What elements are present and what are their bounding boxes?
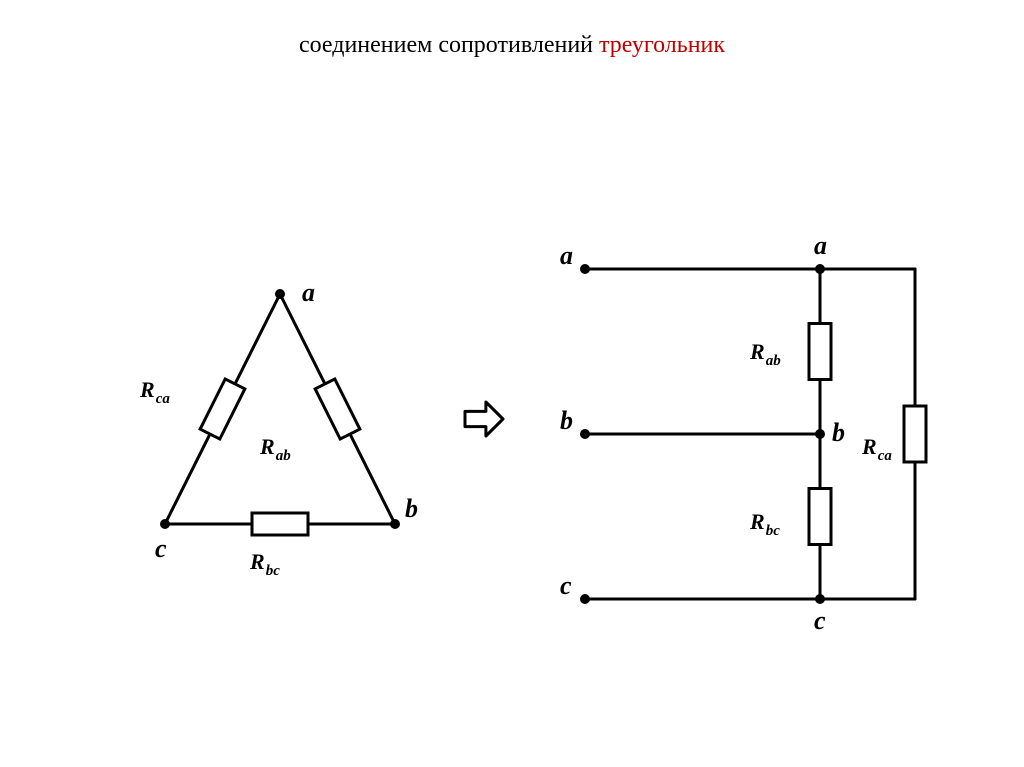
svg-text:c: c [155, 534, 167, 563]
svg-text:Rab: Rab [259, 434, 291, 464]
svg-text:c: c [560, 571, 572, 600]
svg-text:b: b [560, 406, 573, 435]
title-black: соединением сопротивлений [299, 32, 599, 58]
svg-text:a: a [560, 241, 573, 270]
svg-text:b: b [405, 494, 418, 523]
svg-text:Rbc: Rbc [249, 549, 280, 579]
title-red: треугольник [599, 32, 725, 58]
circuit-diagram: Rca Rab Rbc a b c a b c Rab Rbc Rca a b c [0, 59, 1024, 739]
svg-text:Rab: Rab [749, 339, 781, 369]
svg-text:Rca: Rca [139, 377, 170, 407]
svg-text:Rca: Rca [861, 434, 892, 464]
svg-text:a: a [302, 278, 315, 307]
page-title: соединением сопротивлений треугольник [0, 0, 1024, 59]
svg-text:c: c [814, 606, 826, 635]
svg-text:a: a [814, 231, 827, 260]
svg-text:b: b [832, 418, 845, 447]
svg-text:Rbc: Rbc [749, 509, 780, 539]
